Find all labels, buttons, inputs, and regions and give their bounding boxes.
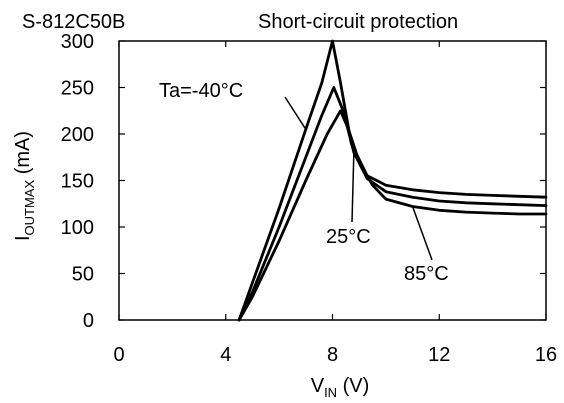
annotation-bg [400,260,453,286]
x-tick-label: 16 [535,344,557,366]
x-tick-label: 4 [220,344,231,366]
series-line-1 [237,39,548,322]
annotation-leader [411,206,433,261]
y-tick-label: 300 [61,31,94,53]
y-tick-label: 100 [61,217,94,239]
annotation-label: 25°C [326,226,371,248]
y-axis-label: IOUTMAX (mA) [12,131,37,241]
y-tick-label: 150 [61,171,94,193]
annotation-leader [284,96,307,130]
x-tick-label: 0 [113,344,124,366]
annotation-label: Ta=-40°C [159,80,243,102]
x-tick-label: 12 [428,344,450,366]
y-tick-label: 50 [72,264,94,286]
series-line-2 [237,86,548,322]
annotation-leader [351,152,355,223]
chart-title: S-812C50B [22,11,125,33]
x-axis-label: VIN (V) [311,375,370,400]
chart-text: 0 50 100 150 200 250 300 0 4 8 12 16 Ta=-40°C 25°C 85°… [12,11,557,400]
series-line-3 [237,109,548,322]
annotation-label: 85°C [404,263,449,285]
annotation-bg [322,223,375,249]
y-tick-label: 200 [61,124,94,146]
x-tick-label: 8 [327,344,338,366]
y-tick-label: 0 [83,310,94,332]
annotation-bg [155,77,253,103]
series-lines [237,39,548,322]
chart-subtitle: Short-circuit protection [258,11,458,33]
y-tick-label: 250 [61,78,94,100]
